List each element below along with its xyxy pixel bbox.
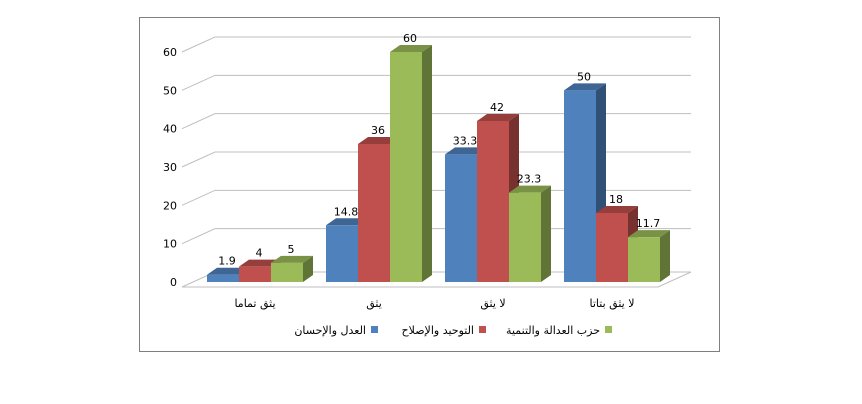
chart-frame: 0 10 20 30 40 50 60 1.9 4 5 14.8 36 60 33.3 42 23.3 50 1… xyxy=(139,17,720,352)
bar-top xyxy=(564,83,606,91)
bar-top xyxy=(509,185,551,193)
data-label: 36 xyxy=(371,124,385,137)
data-label: 1.9 xyxy=(218,255,236,268)
legend-label: العدل والإحسان xyxy=(294,324,366,337)
bar-top xyxy=(239,259,281,267)
data-label: 4 xyxy=(256,247,263,260)
gridline xyxy=(181,36,691,53)
gridline xyxy=(181,151,691,168)
y-tick-label: 40 xyxy=(163,123,177,136)
bar-front xyxy=(390,52,422,282)
bar-top xyxy=(596,206,638,213)
bar-front xyxy=(326,225,358,282)
y-tick-label: 30 xyxy=(163,161,177,174)
data-label: 14.8 xyxy=(334,205,359,218)
x-tick-label: يثق xyxy=(366,297,382,311)
bar-top xyxy=(207,267,249,275)
data-label: 42 xyxy=(490,101,504,114)
bars xyxy=(207,45,670,282)
data-labels: 1.9 4 5 14.8 36 60 33.3 42 23.3 50 18 11.7 xyxy=(218,32,660,268)
bar-front xyxy=(596,213,628,282)
y-tick-label: 10 xyxy=(163,238,177,251)
y-tick-label: 60 xyxy=(163,46,177,59)
bar xyxy=(509,185,551,282)
y-tick-label: 20 xyxy=(163,199,177,212)
gridline xyxy=(181,74,691,91)
bar-front xyxy=(564,90,596,282)
data-label: 33.3 xyxy=(453,134,478,147)
bar xyxy=(390,45,432,282)
bar-front xyxy=(239,266,271,282)
legend-item: العدل والإحسان xyxy=(294,324,378,337)
bar-top xyxy=(445,147,487,155)
x-axis: يثق تماما يثق لا يثق لا يثق بتاتا xyxy=(234,297,634,311)
x-tick-label: لا يثق بتاتا xyxy=(590,297,635,311)
y-axis: 0 10 20 30 40 50 60 xyxy=(163,46,177,289)
data-label: 23.3 xyxy=(517,173,542,186)
legend-marker xyxy=(479,326,486,333)
legend-item: التوحيد والإصلاح xyxy=(402,324,486,337)
bar-top xyxy=(271,255,313,263)
legend-marker xyxy=(371,326,378,333)
bar-top xyxy=(326,218,368,226)
data-label: 60 xyxy=(403,32,417,45)
bar-top xyxy=(390,45,432,52)
legend-item: حزب العدالة والتنمية xyxy=(506,324,612,337)
gridline xyxy=(181,113,691,130)
legend-marker xyxy=(605,326,612,333)
data-label: 11.7 xyxy=(636,217,661,230)
y-tick-label: 0 xyxy=(170,276,177,289)
bar-top xyxy=(628,230,670,238)
x-tick-label: يثق تماما xyxy=(234,297,275,311)
x-tick-label: لا يثق xyxy=(480,297,505,311)
y-tick-label: 50 xyxy=(163,84,177,97)
bar-front xyxy=(509,192,541,282)
bar-side xyxy=(541,185,551,282)
legend: العدل والإحسان التوحيد والإصلاح حزب العدال… xyxy=(294,324,612,337)
bar-front xyxy=(628,237,660,282)
bar-front xyxy=(477,121,509,282)
bar-front xyxy=(445,154,477,282)
bar-front xyxy=(207,274,239,282)
bar-side xyxy=(422,45,432,282)
data-label: 18 xyxy=(609,193,623,206)
bar-top xyxy=(358,137,400,144)
data-label: 5 xyxy=(288,243,295,256)
bar-top xyxy=(477,114,519,121)
bar-front xyxy=(358,144,390,282)
bar xyxy=(564,83,606,282)
bar-side xyxy=(303,255,313,282)
data-label: 50 xyxy=(577,70,591,83)
legend-label: حزب العدالة والتنمية xyxy=(506,324,600,337)
legend-label: التوحيد والإصلاح xyxy=(402,324,474,337)
bar xyxy=(271,255,313,282)
bar-side xyxy=(660,230,670,282)
bar-front xyxy=(271,262,303,282)
bar xyxy=(628,230,670,282)
